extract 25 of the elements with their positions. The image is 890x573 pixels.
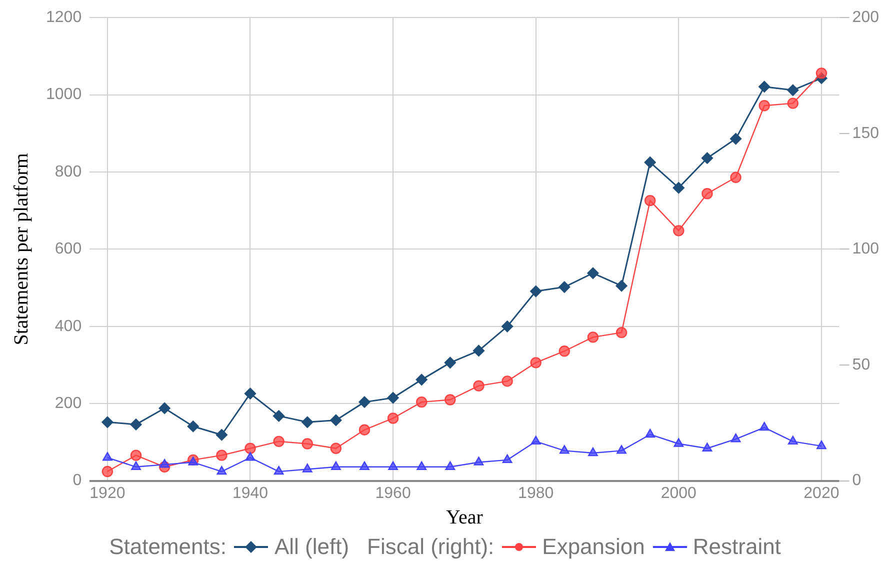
y-tick-label: 800 (54, 163, 82, 180)
x-tick-label: 2020 (804, 484, 840, 502)
x-tick-label: 1940 (232, 484, 268, 502)
x-tick-label: 1920 (90, 484, 126, 502)
legend-label: Restraint (692, 534, 781, 560)
y-tick-label: 1000 (46, 86, 82, 104)
y-axis-title: Statements per platform (10, 152, 32, 346)
y-tick-label: 600 (54, 240, 82, 258)
y-tick-label: 200 (54, 395, 82, 412)
y-tick-label: 400 (54, 318, 82, 335)
x-tick-label: 1960 (375, 484, 411, 502)
legend-label: All (left) (274, 534, 350, 560)
x-tick-label: 2000 (660, 484, 697, 502)
y-tick-label: 1200 (46, 9, 82, 26)
y2-tick-label: 150 (852, 124, 880, 142)
y2-tick-label: 200 (852, 9, 880, 26)
y2-tick-label: 50 (852, 356, 870, 374)
legend-title: Statements: (109, 534, 226, 560)
text: Fiscal (right): (367, 534, 494, 560)
x-tick-label: 1980 (518, 484, 554, 502)
y2-tick-label: 100 (852, 240, 880, 258)
y2-tick-label: 0 (852, 472, 862, 490)
x-axis-title: Year (446, 506, 484, 528)
legend-label: Expansion (542, 534, 645, 560)
y-tick-label: 0 (72, 472, 82, 490)
